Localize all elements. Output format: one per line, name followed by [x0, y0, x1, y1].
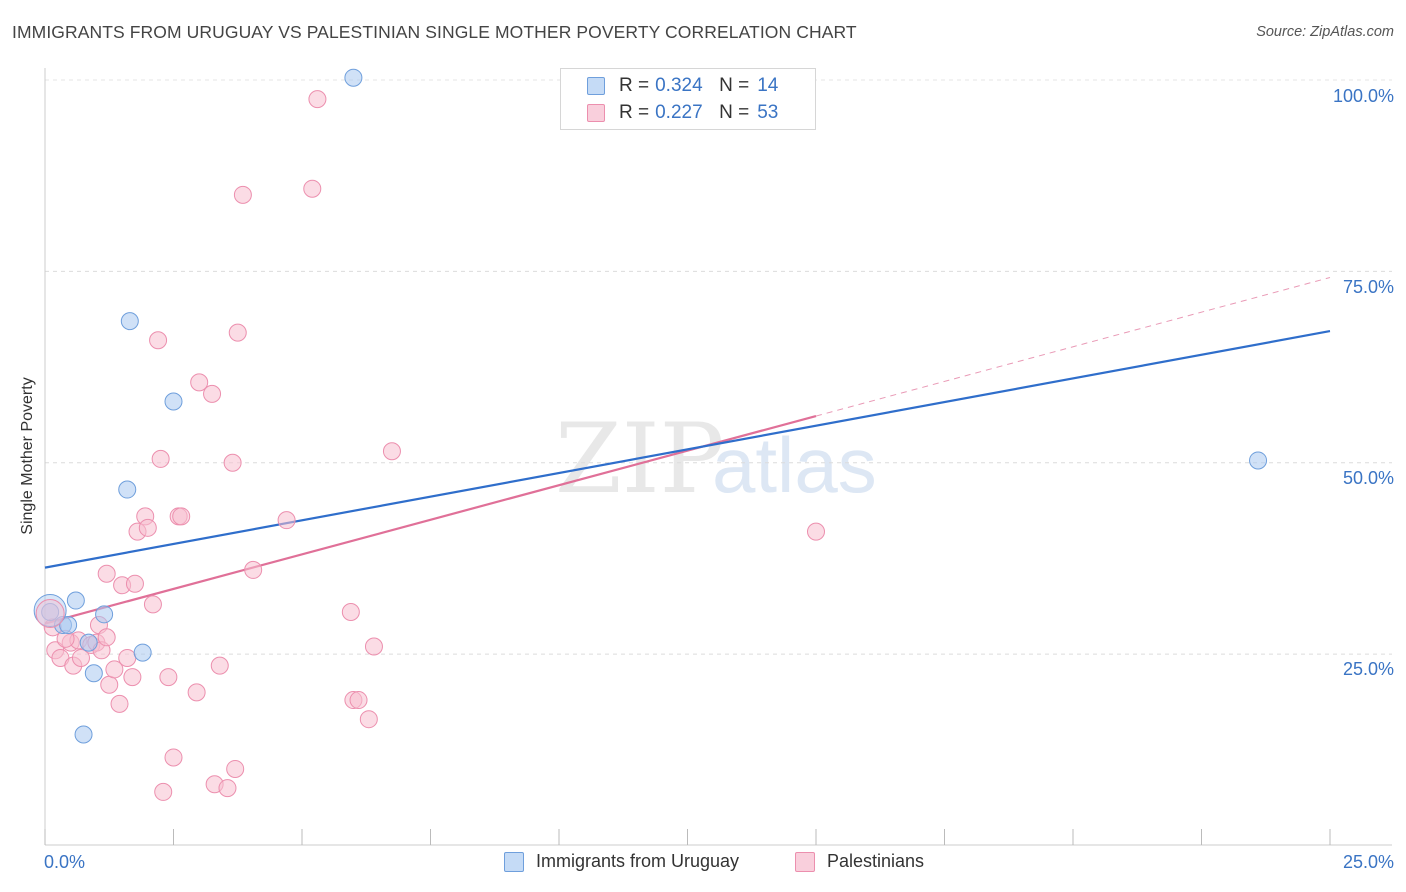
point-palestinians [105, 660, 124, 679]
point-palestinians [226, 759, 245, 778]
x-tick-min: 0.0% [44, 852, 86, 872]
point-uruguay [59, 616, 78, 635]
point-palestinians [210, 656, 229, 675]
point-palestinians [97, 564, 116, 583]
point-palestinians [154, 782, 173, 801]
point-palestinians [71, 648, 90, 667]
trend-line-palestinians-extension [815, 277, 1331, 417]
source-label: Source: ZipAtlas.com [1256, 24, 1394, 40]
y-tick-75: 75.0% [1342, 277, 1394, 297]
point-palestinians [364, 637, 383, 656]
legend-swatch-uruguay [504, 851, 524, 872]
swatch-uruguay [587, 77, 605, 95]
r-value: 0.324 [655, 75, 703, 96]
point-palestinians [359, 710, 378, 729]
point-palestinians [203, 384, 222, 403]
point-palestinians [308, 90, 327, 109]
point-uruguay [344, 68, 363, 87]
point-uruguay [120, 312, 139, 331]
point-uruguay [74, 725, 93, 744]
point-palestinians [223, 453, 242, 472]
legend-label-uruguay: Immigrants from Uruguay [536, 851, 740, 871]
point-palestinians [143, 595, 162, 614]
point-palestinians [123, 668, 142, 687]
point-palestinians [277, 511, 296, 530]
r-label: R = [619, 75, 650, 96]
point-palestinians [349, 691, 368, 710]
y-tick-50: 50.0% [1342, 468, 1394, 488]
point-palestinians [151, 449, 170, 468]
n-value: 14 [757, 75, 779, 96]
point-palestinians [138, 518, 157, 537]
legend-swatch-palestinians [795, 851, 815, 872]
point-uruguay [66, 591, 85, 610]
point-palestinians [218, 779, 237, 798]
r-label: R = [619, 102, 650, 123]
r-value: 0.227 [655, 102, 703, 123]
point-palestinians [190, 373, 209, 392]
data-points [33, 68, 1268, 801]
point-palestinians [187, 683, 206, 702]
n-value: 53 [757, 102, 779, 123]
series-legend: Immigrants from Uruguay Palestinians [0, 851, 1406, 877]
point-palestinians [233, 185, 252, 204]
point-palestinians [228, 323, 247, 342]
axes [44, 68, 1392, 846]
point-palestinians [807, 522, 825, 541]
legend-label-palestinians: Palestinians [827, 851, 925, 871]
trend-line-uruguay [44, 330, 1331, 569]
point-uruguay [84, 664, 103, 683]
trend-line-palestinians [44, 414, 817, 625]
point-uruguay [79, 633, 98, 652]
point-uruguay [95, 605, 114, 624]
legend-item-uruguay[interactable]: Immigrants from Uruguay [504, 851, 739, 872]
legend-item-palestinians[interactable]: Palestinians [795, 851, 924, 872]
point-uruguay [118, 480, 137, 499]
stats-row-palestinians: R = 0.227 N = 53 [587, 100, 778, 126]
point-palestinians [159, 668, 178, 687]
n-label: N = [719, 102, 750, 123]
y-tick-25: 25.0% [1342, 659, 1394, 679]
y-tick-100: 100.0% [1332, 86, 1394, 106]
point-uruguay [133, 643, 152, 662]
point-palestinians [303, 179, 322, 198]
x-tick-max: 25.0% [1342, 852, 1394, 872]
watermark-atlas: atlas [712, 421, 877, 509]
point-palestinians [97, 628, 116, 647]
point-palestinians [172, 507, 191, 526]
stats-legend: R = 0.324 N = 14 R = 0.227 N = 53 [560, 68, 816, 130]
trend-lines [44, 277, 1331, 625]
swatch-palestinians [587, 104, 605, 122]
point-palestinians-cluster [35, 599, 65, 629]
n-label: N = [719, 75, 750, 96]
point-palestinians [164, 748, 183, 767]
point-palestinians [110, 694, 129, 713]
stats-row-uruguay: R = 0.324 N = 14 [587, 73, 778, 99]
chart-title: IMMIGRANTS FROM URUGUAY VS PALESTINIAN S… [12, 22, 857, 42]
point-palestinians [244, 560, 263, 579]
point-uruguay [1249, 451, 1268, 470]
point-palestinians [149, 331, 168, 350]
point-palestinians [382, 442, 401, 461]
point-palestinians [118, 648, 137, 667]
point-uruguay [41, 603, 60, 622]
point-palestinians [125, 574, 144, 593]
point-palestinians [341, 603, 360, 622]
point-uruguay [164, 392, 183, 411]
point-palestinians [100, 675, 119, 694]
